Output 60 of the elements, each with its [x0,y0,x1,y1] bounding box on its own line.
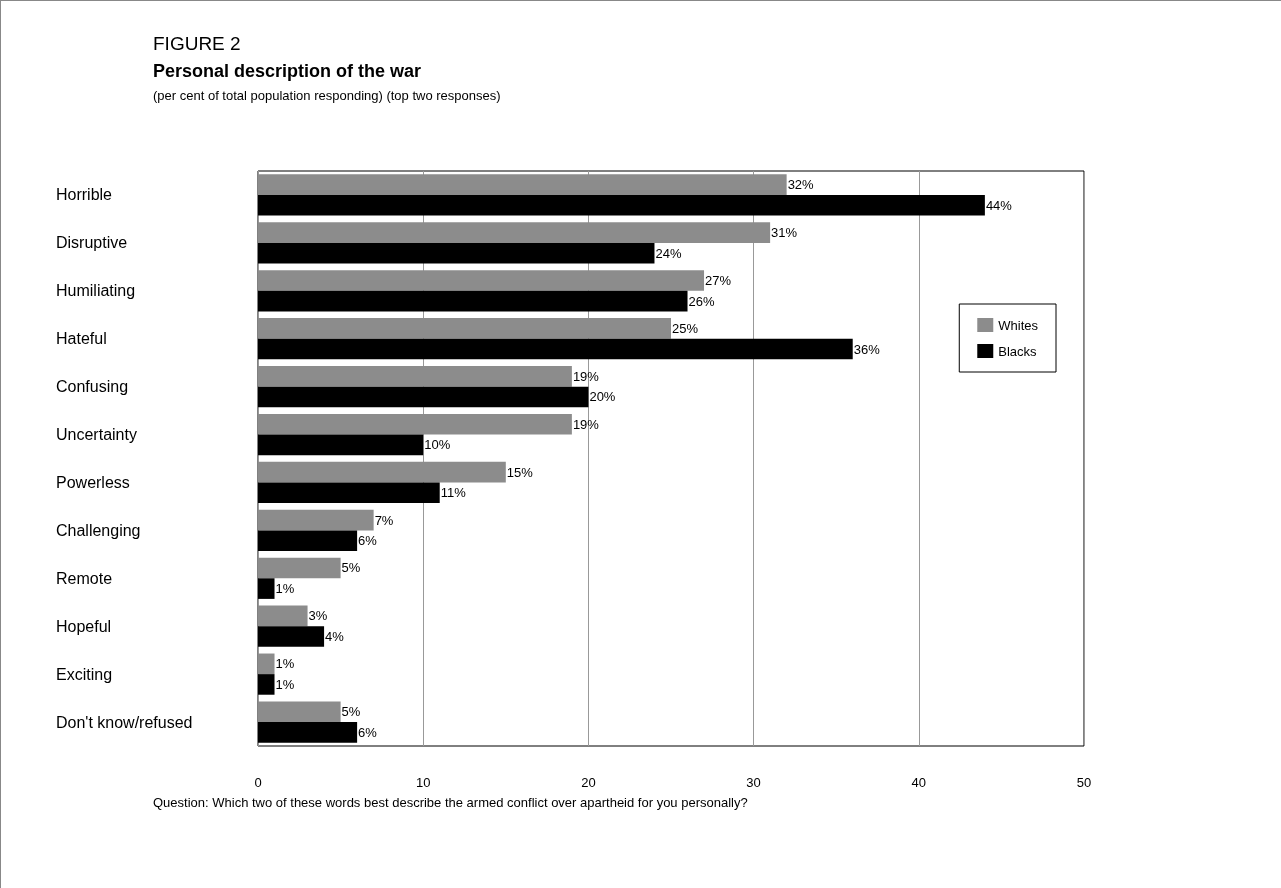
bar [258,701,341,723]
y-tick-label: Challenging [56,521,141,539]
x-tick-label: 10 [415,775,431,790]
y-tick-label: Disruptive [56,234,128,252]
data-label: 11% [440,485,467,501]
y-tick-label: Hateful [56,330,107,348]
y-tick-label: Powerless [56,473,130,491]
y-tick-label: Humiliating [56,282,136,300]
legend-label: Whites [998,317,1039,333]
bar [258,222,771,243]
data-label: 1% [275,656,295,672]
data-label: 31% [771,225,798,241]
y-tick-label: Horrible [56,186,113,204]
data-label: 27% [705,272,732,288]
x-tick-label: 20 [581,775,596,790]
bar [258,605,308,627]
bar [258,270,705,291]
y-tick-label: Uncertainty [56,426,137,444]
data-label: 5% [341,704,361,720]
x-tick-label: 50 [1076,775,1092,790]
bar [258,413,572,435]
data-label: 15% [506,464,534,480]
text: Question: Which two of these words best describe the armed conflict over apartheid for you personally? [153,795,748,810]
bar [258,461,506,483]
data-label: 5% [341,560,361,576]
data-label: 24% [655,245,682,261]
y-tick-label: Confusing [56,378,129,396]
caption: FIGURE 2 [153,33,241,54]
bar [258,366,572,387]
bar [258,653,275,675]
data-label: 32% [787,177,815,193]
bar [258,174,787,195]
data-label: 19% [572,416,600,432]
data-label: 26% [688,293,715,309]
data-label: 6% [358,724,378,740]
chart-subtitle: (per cent of total population responding) (top two responses) [153,88,501,103]
data-label: 44% [985,197,1013,213]
chart-title: Personal description of the war [153,61,422,81]
data-label: 36% [853,341,881,357]
x-tick-label: 30 [746,775,761,790]
y-tick-label: Hopeful [56,617,112,635]
bar [258,509,374,531]
y-tick-label: Don't know/refused [56,713,193,731]
data-label: 1% [275,581,295,597]
data-label: 7% [374,512,394,528]
data-label: 1% [275,676,295,692]
y-tick-label: Exciting [56,665,113,683]
x-tick-label: 40 [911,775,927,790]
data-label: 10% [424,437,451,453]
data-label: 19% [572,368,600,384]
legend-label: Blacks [998,343,1038,359]
bar [258,318,671,339]
data-label: 6% [358,533,378,549]
x-tick-label: 0 [254,775,262,790]
data-label: 20% [589,389,616,405]
data-label: 3% [308,608,328,624]
y-tick-label: Remote [56,569,113,587]
bar [258,557,341,579]
data-label: 25% [672,320,699,336]
data-label: 4% [325,629,345,645]
